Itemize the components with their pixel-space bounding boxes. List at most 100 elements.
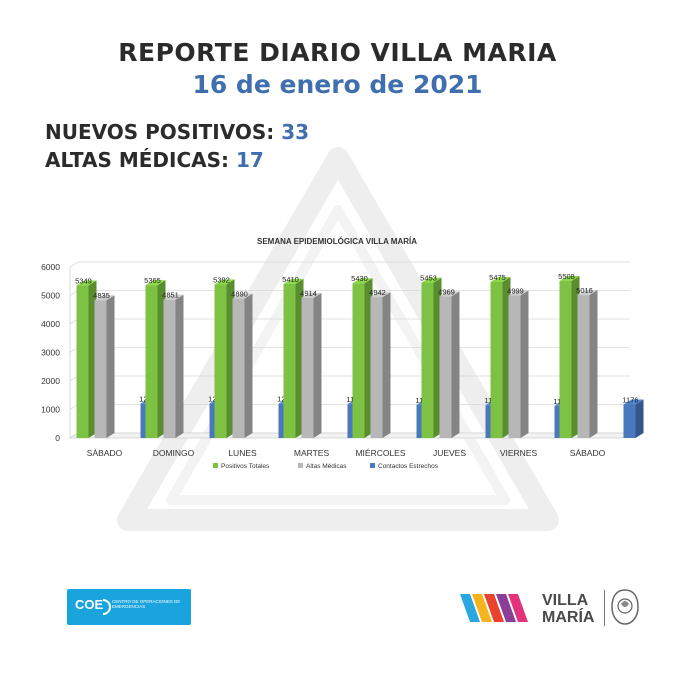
bar-top — [145, 280, 166, 286]
coe-emblem-icon — [102, 599, 111, 615]
x-tick-label: LUNES — [228, 448, 257, 458]
bar-positivos-totales — [145, 285, 158, 438]
data-label: 4851 — [162, 291, 179, 300]
bar-positivos-totales — [214, 284, 227, 438]
y-tick-label: 1000 — [41, 405, 60, 415]
data-label: 5016 — [576, 286, 593, 295]
x-tick-label: MIÉRCOLES — [355, 448, 405, 458]
data-label: 5508 — [558, 272, 575, 281]
bar-top — [76, 280, 97, 286]
bar-top — [301, 292, 322, 298]
x-tick-label: SÁBADO — [87, 448, 123, 458]
coe-logo: COE CENTRO DE OPERACIONES DE EMERGENCIAS — [67, 589, 191, 625]
y-tick-label: 4000 — [41, 319, 60, 329]
bar-altas-médicas — [508, 295, 521, 438]
data-label: 4890 — [231, 290, 248, 299]
x-tick-label: JUEVES — [433, 448, 466, 458]
report-date: 16 de enero de 2021 — [192, 70, 483, 99]
bar-side — [451, 291, 460, 438]
legend-swatch — [298, 463, 303, 468]
bar-altas-médicas — [370, 297, 383, 438]
bar-top — [623, 399, 644, 405]
data-label: 1176 — [622, 395, 638, 404]
altas-medicas-line: ALTAS MÉDICAS: 17 — [45, 148, 264, 172]
y-tick-label: 3000 — [41, 348, 60, 358]
legend-label: Contactos Estrechos — [378, 463, 439, 470]
bar-top — [439, 291, 460, 297]
bar-side — [313, 292, 322, 438]
bar-top — [490, 276, 511, 282]
bar-altas-médicas — [94, 300, 107, 438]
bar-top — [283, 278, 304, 284]
altas-medicas-label: ALTAS MÉDICAS: — [45, 148, 230, 172]
bar-altas-médicas — [163, 299, 176, 438]
altas-medicas-value: 17 — [235, 148, 264, 172]
nuevos-positivos-value: 33 — [281, 120, 310, 144]
bar-positivos-totales — [283, 283, 296, 438]
bar-top — [232, 293, 253, 299]
municipal-seal-icon — [611, 589, 639, 625]
legend-swatch — [213, 463, 218, 468]
bar-top — [214, 279, 235, 285]
report-title: REPORTE DIARIO VILLA MARIA — [118, 38, 557, 67]
bar-side — [635, 399, 644, 438]
coe-logo-name: COE — [75, 597, 104, 612]
bar-top — [559, 276, 580, 282]
data-label: 5349 — [75, 277, 92, 286]
bar-altas-médicas — [232, 298, 245, 438]
bar-top — [421, 277, 442, 283]
villa-maria-line1: VILLA — [542, 592, 589, 609]
bar-side — [175, 294, 184, 438]
bar-top — [163, 294, 184, 300]
y-tick-label: 0 — [55, 433, 60, 443]
villa-maria-stripes-logo — [460, 594, 528, 622]
villa-maria-line2: MARÍA — [542, 609, 595, 626]
nuevos-positivos-label: NUEVOS POSITIVOS: — [45, 120, 275, 144]
data-label: 4969 — [438, 287, 455, 296]
x-tick-label: VIERNES — [500, 448, 538, 458]
villa-maria-wordmark: VILLA MARÍA — [542, 592, 594, 626]
coe-logo-subtitle: CENTRO DE OPERACIONES DE EMERGENCIAS — [112, 599, 181, 609]
data-label: 4914 — [300, 289, 317, 298]
data-label: 5392 — [213, 275, 230, 284]
data-label: 5475 — [489, 273, 506, 282]
data-label: 4835 — [93, 291, 110, 300]
bar-positivos-totales — [559, 281, 572, 438]
bar-top — [370, 292, 391, 298]
bar-altas-médicas — [439, 296, 452, 438]
nuevos-positivos-line: NUEVOS POSITIVOS: 33 — [45, 120, 309, 144]
x-tick-label: DOMINGO — [153, 448, 195, 458]
bar-side — [382, 292, 391, 438]
y-tick-label: 6000 — [41, 262, 60, 272]
legend-label: Altas Médicas — [306, 463, 347, 470]
data-label: 5410 — [282, 275, 299, 284]
x-tick-label: SÁBADO — [570, 448, 606, 458]
data-label: 5430 — [351, 274, 368, 283]
legend-swatch — [370, 463, 375, 468]
bar-side — [520, 290, 529, 438]
data-label: 4942 — [369, 288, 386, 297]
bar-top — [508, 290, 529, 296]
bar-altas-médicas — [301, 297, 314, 438]
bar-positivos-totales — [76, 285, 89, 438]
bar-top — [577, 290, 598, 296]
y-tick-label: 5000 — [41, 291, 60, 301]
bar-side — [244, 293, 253, 438]
data-label: 5453 — [420, 274, 437, 283]
bar-positivos-totales — [352, 283, 365, 438]
chart-title: SEMANA EPIDEMIOLÓGICA VILLA MARÍA — [257, 237, 417, 246]
bar-top — [94, 295, 115, 301]
bar-positivos-totales — [421, 282, 434, 438]
bar-side — [589, 290, 598, 438]
bar-positivos-totales — [490, 281, 503, 438]
x-tick-label: MARTES — [294, 448, 330, 458]
bar-side — [106, 295, 115, 438]
bar-altas-médicas — [577, 295, 590, 438]
logo-divider — [604, 590, 605, 626]
data-label: 4999 — [507, 287, 524, 296]
bar-contactos-estrechos — [623, 404, 636, 438]
bar-top — [352, 278, 373, 284]
legend-label: Positivos Totales — [221, 463, 270, 470]
data-label: 5365 — [144, 276, 161, 285]
